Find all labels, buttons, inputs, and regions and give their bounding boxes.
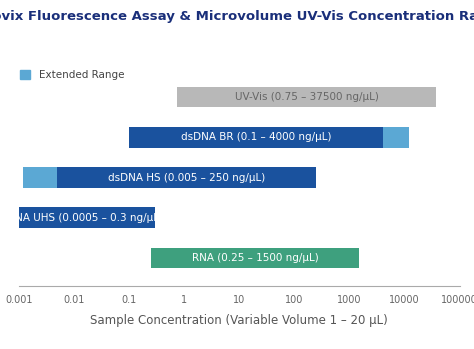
Text: dsDNA UHS (0.0005 – 0.3 ng/μL): dsDNA UHS (0.0005 – 0.3 ng/μL) (0, 213, 163, 223)
Bar (177, 87, 436, 107)
Text: dsDNA HS (0.005 – 250 ng/μL): dsDNA HS (0.005 – 250 ng/μL) (109, 172, 265, 183)
Text: RNA (0.25 – 1500 ng/μL): RNA (0.25 – 1500 ng/μL) (192, 253, 319, 263)
Text: DeNovix Fluorescence Assay & Microvolume UV-Vis Concentration Ranges: DeNovix Fluorescence Assay & Microvolume… (0, 10, 474, 23)
Bar (129, 127, 383, 148)
Legend: Extended Range: Extended Range (20, 70, 124, 80)
X-axis label: Sample Concentration (Variable Volume 1 – 20 μL): Sample Concentration (Variable Volume 1 … (91, 313, 388, 327)
Text: UV-Vis (0.75 – 37500 ng/μL): UV-Vis (0.75 – 37500 ng/μL) (235, 92, 379, 102)
Bar (23, 167, 57, 188)
Bar (383, 127, 409, 148)
Bar (57, 167, 317, 188)
Bar (2, 207, 155, 228)
Bar (151, 247, 359, 268)
Text: dsDNA BR (0.1 – 4000 ng/μL): dsDNA BR (0.1 – 4000 ng/μL) (181, 132, 331, 142)
